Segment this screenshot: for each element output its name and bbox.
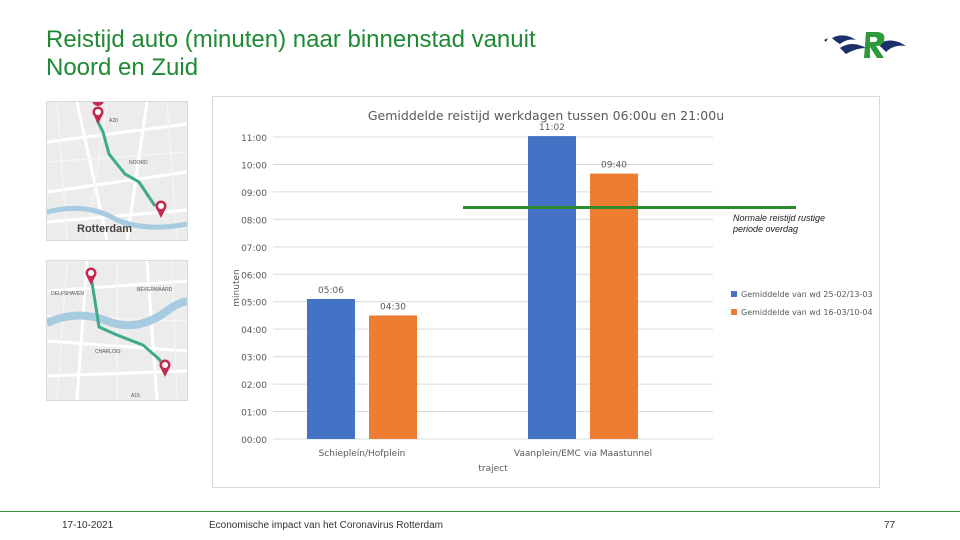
map-marker-icon — [155, 200, 167, 218]
map-label: A20 — [109, 118, 118, 124]
map-marker-icon — [92, 102, 104, 124]
map-marker-icon — [159, 359, 171, 377]
bar-data-label: 04:30 — [380, 302, 406, 312]
slide-title: Reistijd auto (minuten) naar binnenstad … — [46, 26, 666, 82]
reference-annotation: Normale reistijd rustige periode overdag — [733, 213, 826, 234]
map-label: NOORD — [129, 160, 148, 166]
y-tick-label: 04:00 — [241, 326, 267, 336]
y-tick-label: 06:00 — [241, 271, 267, 281]
legend-swatch — [731, 291, 737, 297]
x-tick-label: Vaanplein/EMC via Maastunnel — [514, 449, 652, 459]
bar — [307, 298, 355, 439]
bar-data-label: 11:02 — [539, 123, 565, 133]
map-city-label: Rotterdam — [77, 223, 133, 235]
x-axis-label: traject — [478, 464, 508, 474]
bar-data-label: 05:06 — [318, 286, 344, 296]
bar — [590, 173, 638, 439]
slide-title-line-2: Noord en Zuid — [46, 54, 199, 81]
bar-chart-plot: 00:00 01:00 02:00 03:00 04:00 05:00 06:00 07:00… — [232, 123, 873, 474]
bar-data-label: 09:40 — [601, 161, 627, 171]
legend-label: Gemiddelde van wd 16-03/10-04 — [741, 308, 873, 317]
y-tick-label: 01:00 — [241, 409, 267, 419]
x-tick-label: Schiepleín/Hofplein — [319, 449, 406, 459]
y-tick-label: 10:00 — [241, 161, 267, 171]
route-map-zuid: DELFSHAVEN CHARLOIS BEVERWAARD A15 — [46, 260, 188, 401]
bar-chart: Gemiddelde reistijd werkdagen tussen 06:… — [212, 96, 880, 488]
map-label: A15 — [131, 393, 140, 399]
route-map-noord-graphic — [47, 102, 187, 240]
map-label: CHARLOIS — [95, 349, 121, 355]
route-map-noord: A20 NOORD Rotterdam — [46, 101, 188, 241]
y-tick-label: 05:00 — [241, 299, 267, 309]
y-tick-label: 07:00 — [241, 244, 267, 254]
footer-date: 17-10-2021 — [62, 520, 114, 531]
legend-swatch — [731, 309, 737, 315]
page-number: 77 — [884, 520, 896, 531]
map-label: BEVERWAARD — [137, 287, 173, 293]
route-map-zuid-graphic — [47, 261, 187, 400]
map-marker-icon — [85, 267, 97, 285]
footer-divider — [0, 511, 960, 512]
legend-label: Gemiddelde van wd 25-02/13-03 — [741, 290, 873, 299]
map-label: DELFSHAVEN — [51, 291, 84, 297]
bar — [369, 315, 417, 439]
y-tick-label: 08:00 — [241, 216, 267, 226]
slide-title-line-1: Reistijd auto (minuten) naar binnenstad … — [46, 26, 536, 53]
y-tick-label: 09:00 — [241, 189, 267, 199]
y-tick-label: 11:00 — [241, 134, 267, 144]
chart-title: Gemiddelde reistijd werkdagen tussen 06:… — [367, 108, 725, 123]
footer-title: Economische impact van het Coronavirus R… — [209, 520, 443, 531]
rotterdam-logo-icon — [824, 32, 906, 58]
bar — [528, 136, 576, 439]
y-axis-label: minuten — [232, 269, 242, 306]
y-tick-label: 03:00 — [241, 354, 267, 364]
reference-line — [463, 206, 796, 209]
y-tick-label: 02:00 — [241, 381, 267, 391]
y-tick-label: 00:00 — [241, 436, 267, 446]
